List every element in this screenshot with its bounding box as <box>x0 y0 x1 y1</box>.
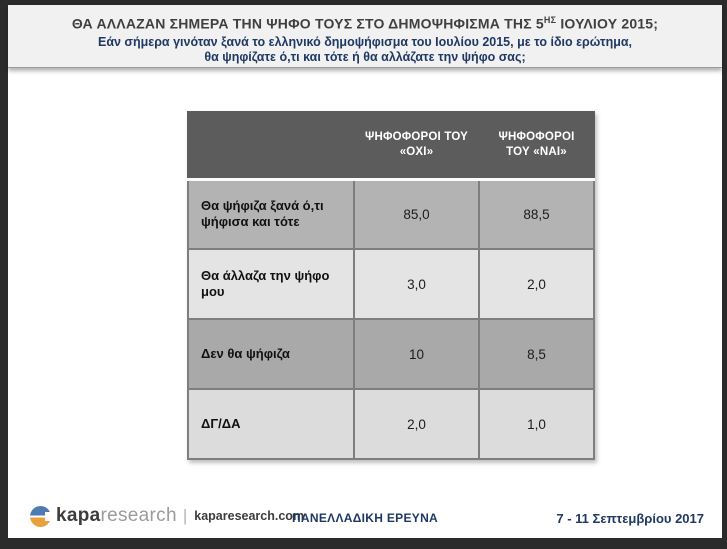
logo-text-kapa: kapa <box>56 505 101 526</box>
website-text: kaparesearch.com <box>194 509 305 523</box>
survey-type-label: ΠΑΝΕΛΛΑΔΙΚΗ ΕΡΕΥΝΑ <box>291 511 439 525</box>
subtitle-line-1: Εάν σήμερα γινόταν ξανά το ελληνικό δημο… <box>97 34 633 49</box>
slide-subtitle: Εάν σήμερα γινόταν ξανά το ελληνικό δημο… <box>8 35 722 65</box>
logo-notch <box>45 511 52 521</box>
corner-cell <box>187 111 355 181</box>
results-table: ΨΗΦΟΦΟΡΟΙ ΤΟΥ «ΟΧΙ» ΨΗΦΟΦΟΡΟΙ ΤΟΥ «ΝΑΙ» … <box>187 111 595 460</box>
kapa-research-logo-icon <box>30 505 52 527</box>
table-row: Δεν θα ψήφιζα 10 8,5 <box>187 318 595 390</box>
logo-separator: | <box>182 506 188 525</box>
row-value-nai: 1,0 <box>478 388 595 460</box>
table-header-row: ΨΗΦΟΦΟΡΟΙ ΤΟΥ «ΟΧΙ» ΨΗΦΟΦΟΡΟΙ ΤΟΥ «ΝΑΙ» <box>187 111 595 181</box>
kapa-research-logo: kapa research | kaparesearch.com <box>30 503 304 529</box>
row-value-oxi: 2,0 <box>353 388 480 460</box>
row-value-oxi: 10 <box>353 318 480 390</box>
question-header: ΘΑ ΑΛΛΑΖΑΝ ΣΗΜΕΡΑ ΤΗΝ ΨΗΦΟ ΤΟΥΣ ΣΤΟ ΔΗΜΟ… <box>8 5 722 68</box>
column-header-oxi: ΨΗΦΟΦΟΡΟΙ ΤΟΥ «ΟΧΙ» <box>353 111 480 181</box>
survey-date-range: 7 - 11 Σεπτεμβρίου 2017 <box>556 511 704 526</box>
row-value-oxi: 3,0 <box>353 248 480 320</box>
subtitle-line-2: θα ψηφίζατε ό,τι και τότε ή θα αλλάζατε … <box>204 49 526 64</box>
column-header-nai: ΨΗΦΟΦΟΡΟΙ ΤΟΥ «ΝΑΙ» <box>478 111 595 181</box>
row-label: Θα άλλαζα την ψήφο μου <box>187 248 355 320</box>
row-label: ΔΓ/ΔΑ <box>187 388 355 460</box>
slide-title-superscript: ΗΣ <box>543 15 557 25</box>
slide-content: ΘΑ ΑΛΛΑΖΑΝ ΣΗΜΕΡΑ ΤΗΝ ΨΗΦΟ ΤΟΥΣ ΣΤΟ ΔΗΜΟ… <box>8 5 722 538</box>
row-value-oxi: 85,0 <box>353 178 480 250</box>
slide-title-suffix: ΙΟΥΛΙΟΥ 2015; <box>556 15 659 32</box>
slide-title-text: ΘΑ ΑΛΛΑΖΑΝ ΣΗΜΕΡΑ ΤΗΝ ΨΗΦΟ ΤΟΥΣ ΣΤΟ ΔΗΜΟ… <box>71 15 544 32</box>
table-row: ΔΓ/ΔΑ 2,0 1,0 <box>187 388 595 460</box>
row-label: Θα ψήφιζα ξανά ό,τι ψήφισα και τότε <box>187 178 355 250</box>
row-label: Δεν θα ψήφιζα <box>187 318 355 390</box>
logo-text-research: research <box>100 505 177 526</box>
row-value-nai: 8,5 <box>478 318 595 390</box>
table-row: Θα άλλαζα την ψήφο μου 3,0 2,0 <box>187 248 595 320</box>
table-row: Θα ψήφιζα ξανά ό,τι ψήφισα και τότε 85,0… <box>187 178 595 250</box>
row-value-nai: 2,0 <box>478 248 595 320</box>
slide-title: ΘΑ ΑΛΛΑΖΑΝ ΣΗΜΕΡΑ ΤΗΝ ΨΗΦΟ ΤΟΥΣ ΣΤΟ ΔΗΜΟ… <box>8 12 722 33</box>
row-value-nai: 88,5 <box>478 178 595 250</box>
